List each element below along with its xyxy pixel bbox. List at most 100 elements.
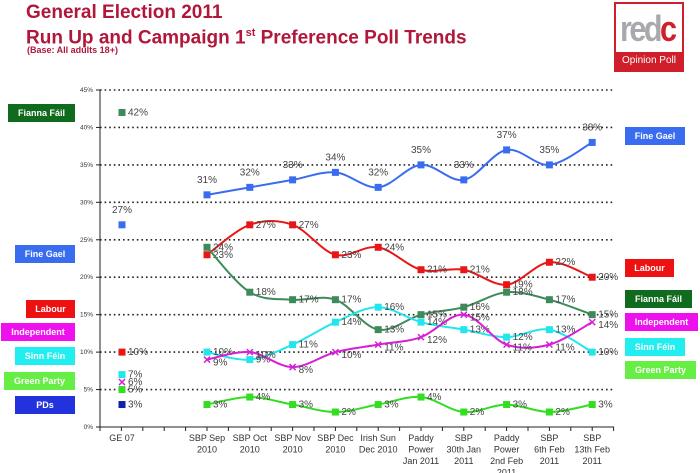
right-legend-badge-green-party: Green Party: [625, 361, 696, 379]
data-label-fine-gael: 32%: [368, 167, 388, 178]
x-category-label: Power: [494, 445, 520, 455]
data-point-independent: [331, 348, 339, 356]
data-label-labour: 21%: [470, 265, 490, 276]
y-tick-label: 45%: [80, 87, 93, 94]
data-label-sinn-f-in: 16%: [384, 302, 404, 313]
data-label-green-party: 2%: [555, 407, 570, 418]
data-point-labour: [331, 251, 339, 259]
data-point-labour: [289, 221, 297, 229]
x-category-label: GE 07: [109, 433, 135, 443]
data-label-fianna-f-il: 13%: [384, 325, 404, 336]
data-label-labour: 21%: [427, 265, 447, 276]
data-point-independent: [545, 341, 553, 349]
data-label-fine-gael: 33%: [283, 160, 303, 171]
data-label-sinn-f-in: 14%: [427, 317, 447, 328]
left-legend-badge-fine-gael: Fine Gael: [15, 245, 75, 263]
x-category-label: 2011: [497, 468, 516, 473]
data-label-green-party: 2%: [341, 407, 356, 418]
x-category-label: Power: [408, 445, 434, 455]
x-category-label: SBP Oct: [233, 433, 268, 443]
y-tick-label: 5%: [84, 387, 94, 394]
data-label-fianna-f-il: 17%: [341, 295, 361, 306]
data-label-sinn-f-in: 12%: [513, 332, 533, 343]
data-label-green-party: 2%: [470, 407, 485, 418]
left-legend-badge-fianna-f-il: Fianna Fáil: [8, 104, 75, 122]
data-label-fine-gael: 31%: [197, 175, 217, 186]
data-label-sinn-f-in: 13%: [555, 325, 575, 336]
data-label-fianna-f-il: 18%: [256, 287, 276, 298]
data-label-labour: 27%: [299, 220, 319, 231]
ge07-point-fine-gael: [118, 221, 126, 229]
left-legend-badge-sinn-f-in: Sinn Féin: [15, 347, 75, 365]
data-label-independent: 9%: [213, 358, 228, 369]
data-label-fianna-f-il: 15%: [427, 310, 447, 321]
logo-wordmark: redc: [620, 6, 677, 52]
y-tick-label: 0%: [84, 424, 94, 431]
data-label-green-party: 3%: [598, 400, 613, 411]
data-label-fianna-f-il: 15%: [598, 310, 618, 321]
data-label-green-party: 4%: [427, 392, 442, 403]
ge07-label-independent: 6%: [128, 377, 143, 388]
series-line-labour: [206, 220, 593, 286]
title-line-1: General Election 2011: [26, 2, 223, 23]
data-point-independent: [503, 341, 511, 349]
data-point-fianna-f-il: [289, 296, 297, 304]
ge07-label-pds: 3%: [128, 400, 143, 411]
data-point-fine-gael: [203, 191, 211, 199]
data-label-green-party: 3%: [513, 400, 528, 411]
data-point-labour: [374, 243, 382, 251]
data-point-sinn-f-in: [374, 303, 382, 311]
left-legend-badge-independent: Independent: [1, 323, 75, 341]
right-legend-badge-fine-gael: Fine Gael: [625, 127, 685, 145]
x-category-label: 2nd Feb: [490, 456, 523, 466]
y-tick-label: 10%: [80, 349, 93, 356]
data-label-fianna-f-il: 18%: [513, 287, 533, 298]
left-legend-badge-pds: PDs: [15, 396, 75, 414]
series-line-green-party: [206, 395, 593, 414]
data-label-independent: 14%: [598, 320, 618, 331]
data-point-sinn-f-in: [289, 341, 297, 349]
x-category-label: Irish Sun: [360, 433, 396, 443]
data-point-fine-gael: [289, 176, 297, 184]
x-category-label: Dec 2010: [359, 445, 398, 455]
data-point-green-party: [588, 401, 596, 409]
data-point-fine-gael: [374, 183, 382, 191]
data-point-green-party: [545, 408, 553, 416]
data-point-labour: [246, 221, 254, 229]
ge07-label-fine-gael: 27%: [112, 205, 132, 216]
ge07-label-labour: 10%: [128, 347, 148, 358]
logo-band: Opinion Poll: [616, 52, 682, 70]
data-point-independent: [203, 356, 211, 364]
right-legend-badge-sinn-f-in: Sinn Féin: [625, 338, 685, 356]
data-label-sinn-f-in: 11%: [299, 340, 318, 351]
ge07-point-sinn-f-in: [118, 371, 126, 379]
ge07-point-labour: [118, 348, 126, 356]
logo-word-red: red: [620, 8, 663, 49]
x-category-label: 2010: [325, 445, 345, 455]
data-label-labour: 24%: [384, 242, 404, 253]
data-point-fine-gael: [588, 138, 596, 146]
data-point-labour: [203, 251, 211, 259]
series-line-independent: [206, 313, 593, 369]
y-tick-label: 20%: [80, 274, 93, 281]
y-tick-label: 40%: [80, 124, 93, 131]
left-legend-badge-labour: Labour: [26, 300, 75, 318]
y-tick-label: 15%: [80, 312, 93, 319]
data-point-green-party: [289, 401, 297, 409]
x-category-label: 2011: [454, 456, 473, 466]
y-tick-label: 35%: [80, 162, 93, 169]
data-label-fine-gael: 34%: [325, 152, 345, 163]
data-label-labour: 23%: [213, 250, 233, 261]
chart-subtitle: (Base: All adults 18+): [27, 45, 118, 55]
data-point-fianna-f-il: [374, 326, 382, 334]
data-point-independent: [588, 318, 596, 326]
x-category-label: SBP Dec: [317, 433, 354, 443]
y-tick-label: 25%: [80, 237, 93, 244]
data-label-green-party: 3%: [213, 400, 228, 411]
data-label-independent: 11%: [513, 343, 532, 354]
x-category-label: 2010: [197, 445, 217, 455]
data-point-labour: [503, 281, 511, 289]
data-point-fianna-f-il: [588, 311, 596, 319]
data-label-fine-gael: 38%: [582, 122, 602, 133]
data-label-sinn-f-in: 14%: [341, 317, 361, 328]
